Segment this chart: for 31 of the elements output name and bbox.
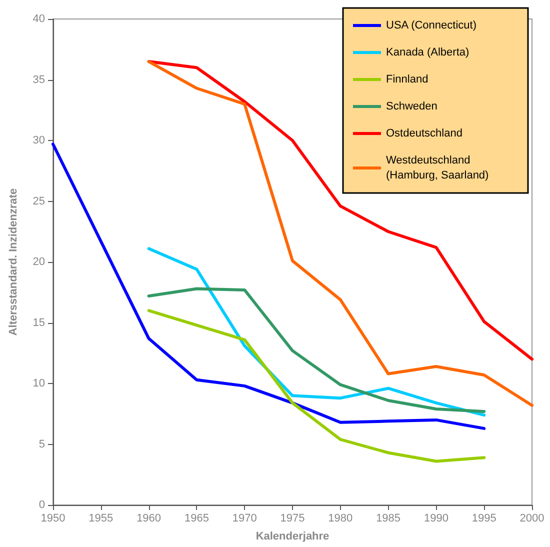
y-tick-label: 35	[32, 74, 45, 86]
y-tick-label: 30	[32, 134, 45, 146]
legend-label: Kanada (Alberta)	[386, 46, 470, 58]
line-series	[52, 142, 486, 430]
legend-label: Ostdeutschland	[386, 128, 462, 140]
y-axis-title: Altersstandard. Inzidenzrate	[8, 188, 20, 336]
y-tick-label: 40	[32, 13, 45, 25]
y-tick-label: 25	[32, 195, 45, 208]
y-tick-label: 5	[38, 438, 45, 450]
legend-label: Finnland	[386, 74, 428, 86]
x-axis-title: Kalenderjahre	[256, 530, 330, 542]
x-tick-label: 1970	[232, 512, 257, 524]
x-tick-label: 1980	[328, 512, 353, 524]
legend-label: Westdeutschland (Hamburg, Saarland)	[386, 154, 489, 182]
y-tick-label: 0	[38, 499, 45, 511]
line-series	[147, 309, 486, 463]
y-tick-label: 10	[32, 378, 45, 390]
x-tick-label: 1985	[376, 512, 401, 524]
x-tick-label: 1960	[136, 512, 162, 524]
y-tick-label: 20	[32, 256, 45, 268]
x-tick-label: 1965	[184, 512, 209, 524]
legend-label: Schweden	[386, 100, 438, 112]
x-tick-label: 1955	[88, 512, 114, 524]
x-tick-label: 1995	[472, 512, 496, 524]
x-tick-label: 1950	[40, 512, 66, 524]
y-tick-label: 15	[32, 316, 45, 329]
x-tick-label: 2000	[520, 512, 544, 524]
line-series	[147, 287, 486, 413]
x-tick-label: 1975	[280, 512, 305, 524]
legend-label: USA (Connecticut)	[386, 20, 476, 32]
x-tick-label: 1990	[424, 512, 448, 524]
